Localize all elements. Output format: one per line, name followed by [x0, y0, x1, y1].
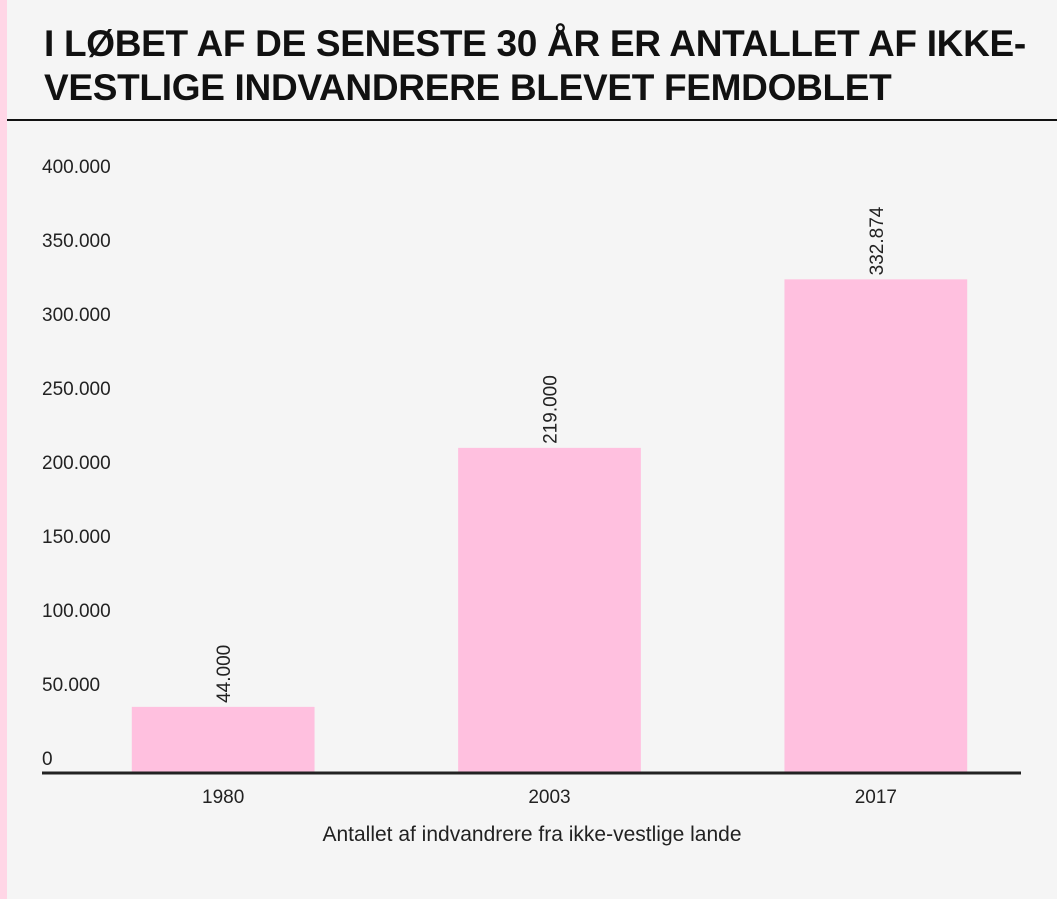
data-label-1980: 44.000 — [214, 645, 235, 703]
y-tick-label: 100.000 — [42, 601, 111, 622]
y-axis: 0 50.000 100.000 150.000 200.000 250.000 300.0… — [42, 157, 111, 770]
bar-2017 — [784, 279, 968, 772]
y-tick-label: 200.000 — [42, 453, 111, 474]
accent-strip — [0, 0, 7, 899]
y-tick-label: 350.000 — [42, 231, 111, 252]
title-divider — [7, 119, 1057, 121]
chart-title: I LØBET AF DE SENESTE 30 ÅR ER ANTALLET … — [44, 23, 1026, 108]
y-tick-label: 300.000 — [42, 305, 111, 326]
y-tick-label: 0 — [42, 749, 53, 770]
x-tick-label: 2003 — [528, 787, 570, 808]
x-axis: 1980 2003 2017 — [202, 787, 897, 808]
data-label-2003: 219.000 — [541, 375, 562, 444]
data-label-2017: 332.874 — [867, 206, 888, 275]
x-tick-label: 1980 — [202, 787, 244, 808]
bars — [131, 279, 968, 772]
data-labels: 44.000 219.000 332.874 — [214, 206, 888, 703]
y-tick-label: 400.000 — [42, 157, 111, 178]
y-tick-label: 50.000 — [42, 675, 100, 696]
y-tick-label: 250.000 — [42, 379, 111, 400]
bar-2003 — [458, 447, 641, 772]
x-axis-title: Antallet af indvandrere fra ikke-vestlig… — [322, 823, 741, 846]
x-tick-label: 2017 — [855, 787, 897, 808]
y-tick-label: 150.000 — [42, 527, 111, 548]
bar-1980 — [131, 706, 315, 772]
